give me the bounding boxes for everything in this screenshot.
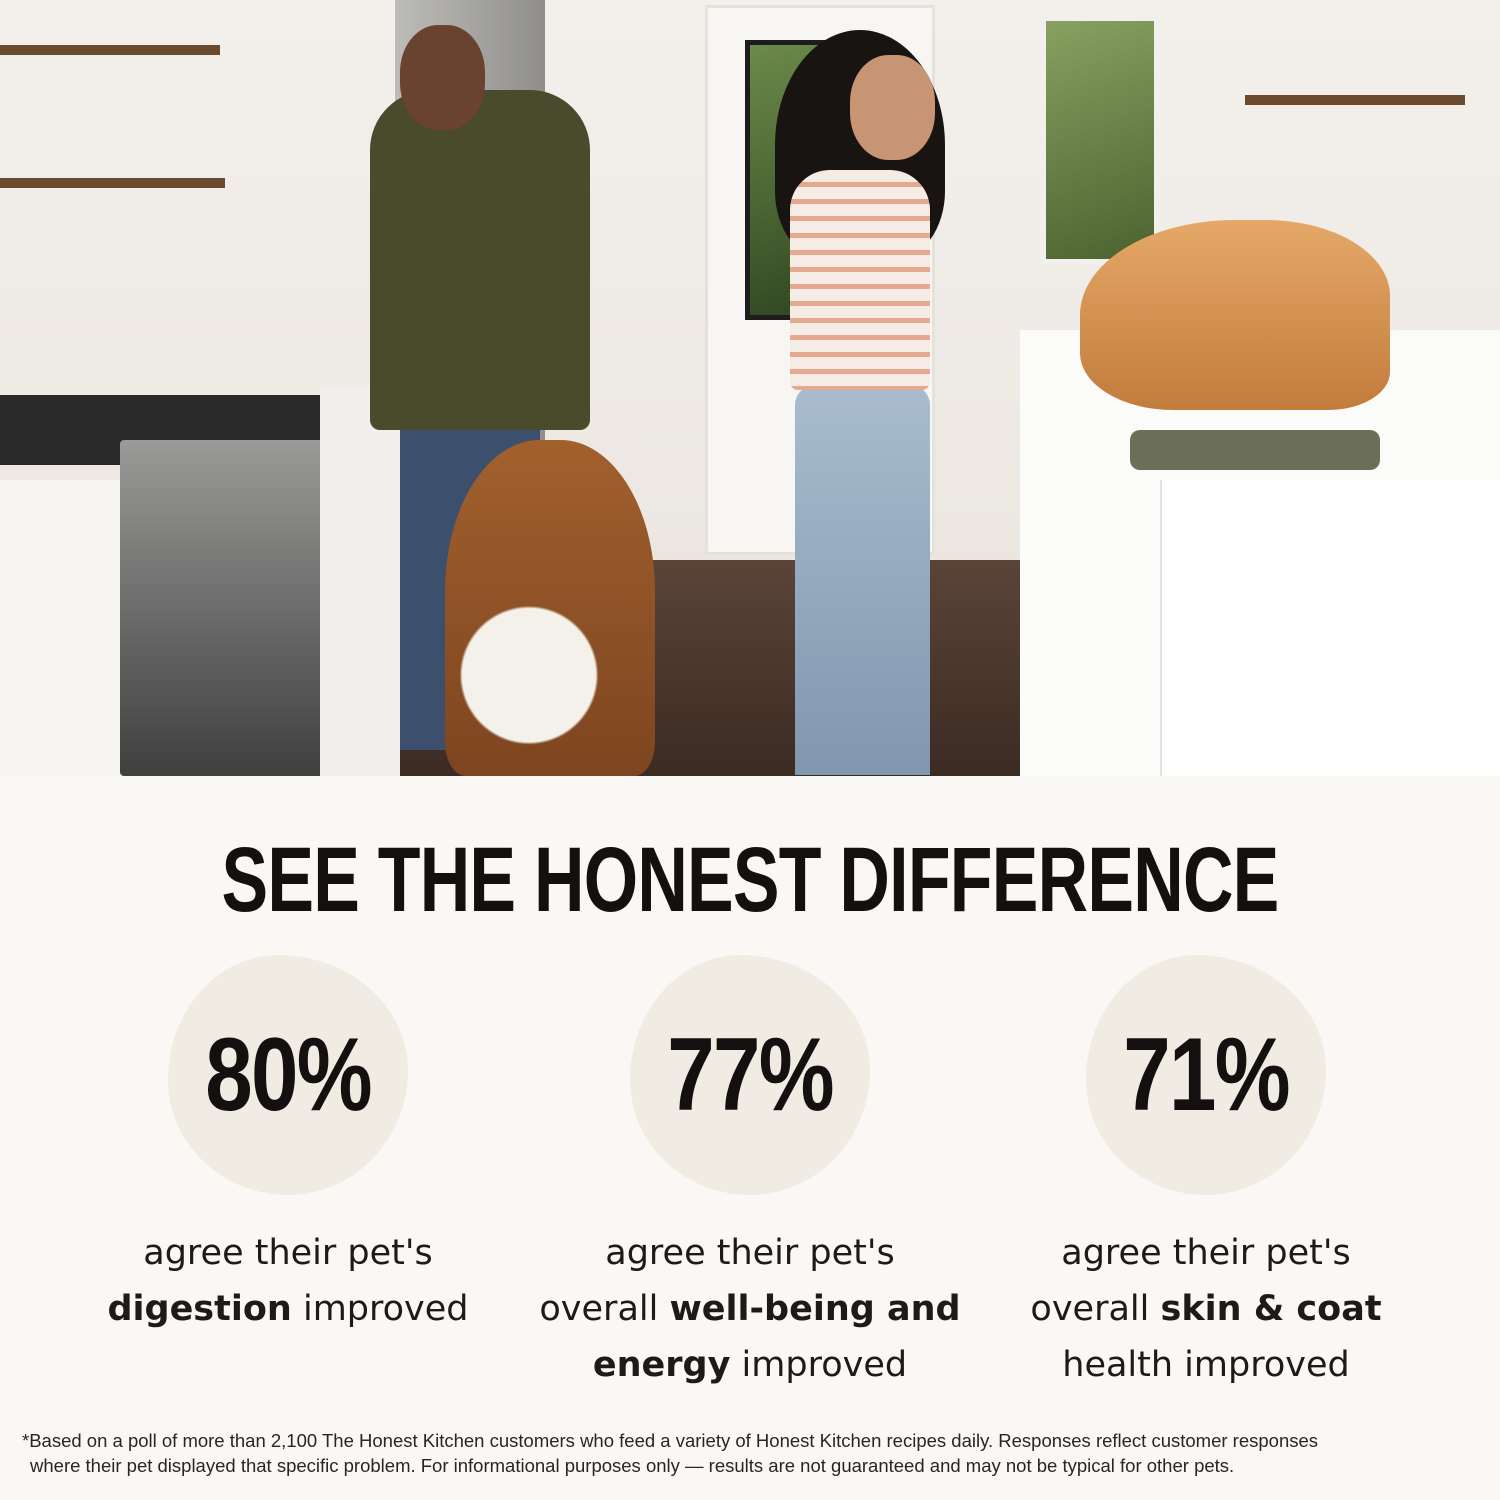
- woman: [790, 170, 930, 390]
- shelf: [0, 45, 220, 55]
- stat-line: agree their pet's: [143, 1233, 433, 1273]
- stat-bold: skin & coat: [1160, 1289, 1382, 1329]
- oven: [120, 440, 330, 776]
- stat-prefix: overall: [539, 1289, 670, 1329]
- stat-value: 77%: [667, 1016, 834, 1133]
- stat-description: agree their pet's overall well-being and…: [520, 1225, 980, 1393]
- stat-suffix: improved: [730, 1345, 908, 1385]
- sink: [1160, 480, 1500, 776]
- stat-prefix: overall: [1030, 1289, 1161, 1329]
- footnote-line: *Based on a poll of more than 2,100 The …: [22, 1430, 1319, 1451]
- stat-blob: 71%: [1086, 955, 1326, 1195]
- footnote: *Based on a poll of more than 2,100 The …: [22, 1428, 1482, 1478]
- stat-blob: 80%: [168, 955, 408, 1195]
- stat-skin-coat: 71% agree their pet's overall skin & coa…: [976, 955, 1436, 1393]
- cabinet: [320, 385, 400, 776]
- footnote-line: where their pet displayed that specific …: [30, 1455, 1235, 1476]
- man: [370, 90, 590, 430]
- stat-suffix: health improved: [1062, 1345, 1350, 1385]
- stat-value: 71%: [1123, 1016, 1290, 1133]
- stat-suffix: improved: [291, 1289, 469, 1329]
- stat-description: agree their pet's overall skin & coat he…: [976, 1225, 1436, 1393]
- hero-photo: [0, 0, 1500, 776]
- woman-face: [850, 55, 935, 160]
- man-head: [400, 25, 485, 130]
- cabinet: [0, 480, 130, 776]
- stat-digestion: 80% agree their pet's digestion improved: [58, 955, 518, 1337]
- woman-jeans: [795, 385, 930, 775]
- stat-description: agree their pet's digestion improved: [58, 1225, 518, 1337]
- shelf: [0, 178, 225, 188]
- stat-blob: 77%: [630, 955, 870, 1195]
- stat-bold: digestion: [107, 1289, 292, 1329]
- stat-value: 80%: [205, 1016, 372, 1133]
- stat-bold: well-being and energy: [592, 1289, 961, 1385]
- stat-line: digestion improved: [58, 1281, 518, 1337]
- window: [1040, 15, 1160, 265]
- stat-line: agree their pet's: [1061, 1233, 1351, 1273]
- stat-line: agree their pet's: [605, 1233, 895, 1273]
- dog: [445, 440, 655, 776]
- towel: [1130, 430, 1380, 470]
- page-title: SEE THE HONEST DIFFERENCE: [221, 829, 1279, 931]
- cat: [1080, 220, 1390, 410]
- stat-wellbeing: 77% agree their pet's overall well-being…: [520, 955, 980, 1393]
- shelf: [1245, 95, 1465, 105]
